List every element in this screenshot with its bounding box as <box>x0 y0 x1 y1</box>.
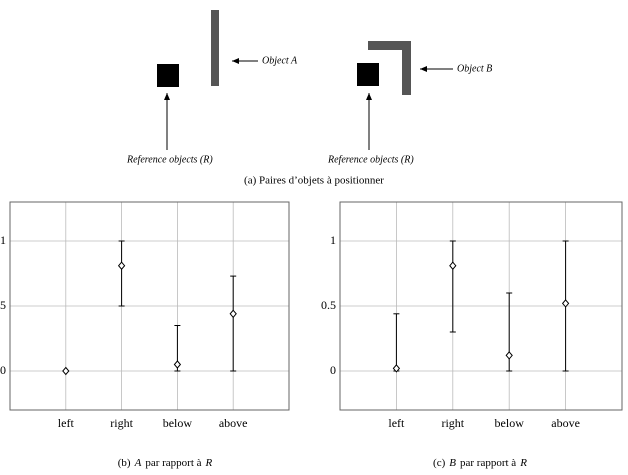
x-tick-label: above <box>551 416 580 430</box>
x-tick-label: right <box>110 416 133 430</box>
reference-label: Reference objects (R) <box>126 154 213 165</box>
point <box>62 366 70 376</box>
y-tick-label: 1 <box>0 233 6 247</box>
point <box>229 309 237 319</box>
point <box>561 299 570 308</box>
object-b-shape <box>368 41 411 95</box>
y-tick-label: 0.5 <box>321 298 336 312</box>
x-tick-label: below <box>163 416 193 430</box>
point <box>505 351 513 360</box>
reference-square <box>157 64 179 87</box>
caption-part: R <box>205 457 213 469</box>
caption-part: (b) <box>118 457 131 469</box>
object-a-shape <box>211 10 219 86</box>
caption-part: par rapport à <box>460 457 516 469</box>
point <box>449 261 457 270</box>
caption-part: B <box>449 457 456 469</box>
point <box>392 364 401 373</box>
y-tick-label: 0 <box>0 363 6 377</box>
caption-part: R <box>519 457 527 469</box>
reference-label: Reference objects (R) <box>327 154 414 165</box>
object-label: Object B <box>457 63 492 74</box>
y-tick-label: 1 <box>330 233 336 247</box>
caption: (a) Paires d’objets à positionner <box>244 175 384 187</box>
x-tick-label: below <box>495 416 525 430</box>
point <box>173 360 182 369</box>
caption-part: par rapport à <box>145 457 201 469</box>
caption-part: (c) <box>433 457 446 469</box>
reference-square <box>357 63 379 86</box>
y-tick-label: 0 <box>330 363 336 377</box>
x-tick-label: above <box>219 416 248 430</box>
x-tick-label: left <box>58 416 75 430</box>
x-tick-label: left <box>388 416 405 430</box>
plot-frame <box>9 201 290 411</box>
y-tick-label: 0.5 <box>0 298 6 312</box>
caption-part: A <box>134 457 142 469</box>
object-label: Object A <box>262 55 298 66</box>
x-tick-label: right <box>441 416 464 430</box>
plot-frame <box>339 201 623 411</box>
point <box>117 261 126 270</box>
